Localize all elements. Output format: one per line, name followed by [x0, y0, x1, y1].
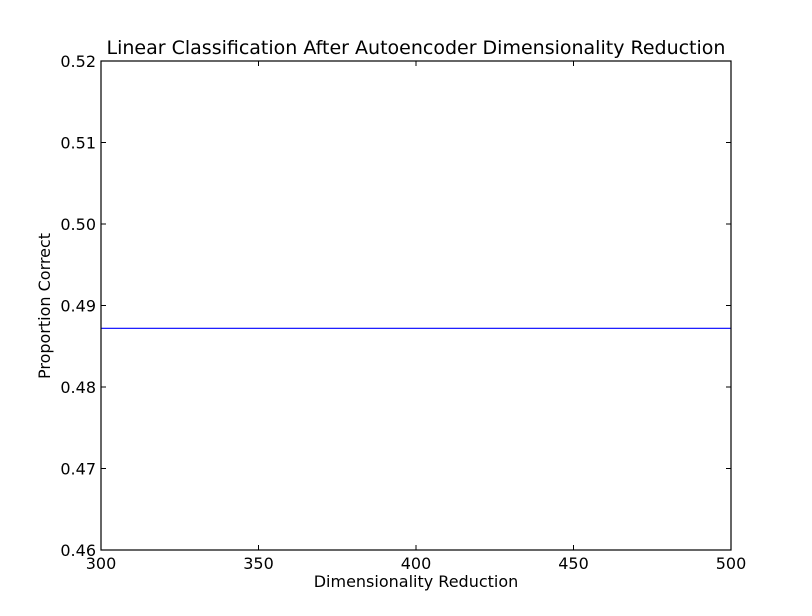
y-tick-label: 0.51	[60, 134, 96, 153]
y-tick-label: 0.50	[60, 215, 96, 234]
y-tick-label: 0.47	[60, 460, 96, 479]
x-tick-label: 500	[716, 554, 747, 573]
x-axis-label: Dimensionality Reduction	[314, 572, 519, 591]
y-tick-label: 0.52	[60, 52, 96, 71]
y-tick-label: 0.48	[60, 378, 96, 397]
plot-frame	[100, 60, 732, 551]
ticks-layer: 300 350 400 450 500 0.46 0.47 0.48 0.49 0.50 0.51 0…	[60, 52, 746, 573]
x-tick-label: 300	[86, 554, 117, 573]
x-tick-label: 350	[243, 554, 274, 573]
y-tick-label: 0.49	[60, 297, 96, 316]
x-tick-label: 450	[558, 554, 589, 573]
y-axis-label: Proportion Correct	[35, 233, 54, 379]
y-tick-label: 0.46	[60, 541, 96, 560]
chart-title: Linear Classification After Autoencoder …	[107, 37, 726, 59]
x-tick-label: 400	[401, 554, 432, 573]
